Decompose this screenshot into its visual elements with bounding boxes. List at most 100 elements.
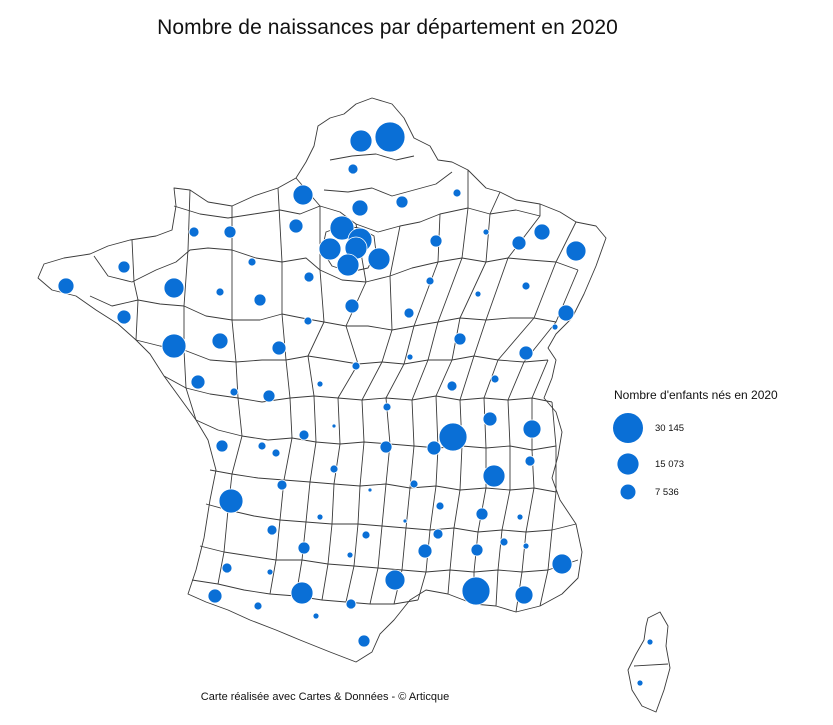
department-bubble [357, 634, 371, 648]
department-bubble [329, 464, 339, 474]
department-bubble [565, 240, 587, 262]
department-bubble [474, 290, 482, 298]
department-borders [37, 97, 671, 713]
department-bubble [221, 562, 233, 574]
department-bubble [417, 543, 433, 559]
department-bubble [215, 287, 225, 297]
department-bubble [482, 411, 498, 427]
department-bubble [524, 455, 536, 467]
department-bubble [347, 163, 359, 175]
department-bubble [636, 679, 644, 687]
department-bubble [351, 199, 369, 217]
department-bubble [367, 247, 391, 271]
department-bubble [303, 316, 313, 326]
department-bubble [438, 422, 468, 452]
department-bubble [461, 576, 491, 606]
department-bubble [303, 271, 315, 283]
department-bubble [409, 479, 419, 489]
department-bubble [518, 345, 534, 361]
department-bubble [511, 235, 527, 251]
legend-label-large: 30 145 [655, 423, 685, 434]
department-bubble [266, 568, 274, 576]
legend-title: Nombre d'enfants nés en 2020 [614, 388, 778, 402]
department-bubble [361, 530, 371, 540]
department-bubble [298, 429, 310, 441]
corsica-outline [627, 611, 671, 713]
department-bubble [429, 234, 443, 248]
department-bubble [425, 276, 435, 286]
department-bubble [211, 332, 229, 350]
france-outline [37, 97, 607, 663]
legend-bubble [613, 413, 643, 443]
department-bubble [453, 332, 467, 346]
department-bubble [522, 419, 542, 439]
department-bubble [482, 228, 490, 236]
department-bubble [271, 448, 281, 458]
birth-bubbles [57, 121, 654, 687]
department-bubble [190, 374, 206, 390]
department-bubble [374, 121, 406, 153]
department-bubble [490, 374, 500, 384]
department-bubble [223, 225, 237, 239]
department-bubble [351, 361, 361, 371]
department-bubble [336, 253, 360, 277]
department-bubble [116, 309, 132, 325]
department-bubble [470, 543, 484, 557]
department-bubble [57, 277, 75, 295]
department-bubble [646, 638, 654, 646]
department-bubble [435, 501, 445, 511]
department-bubble [292, 184, 314, 206]
department-bubble [316, 513, 324, 521]
department-bubble [344, 298, 360, 314]
department-bubble [379, 440, 393, 454]
legend-label-medium: 15 073 [655, 459, 685, 470]
department-bubble [207, 588, 223, 604]
department-bubble [426, 440, 442, 456]
department-bubble [117, 260, 131, 274]
department-bubble [266, 524, 278, 536]
department-bubble [331, 423, 337, 429]
department-bubble [395, 195, 409, 209]
department-bubble [215, 439, 229, 453]
department-bubble [346, 551, 354, 559]
department-bubble [432, 528, 444, 540]
department-bubble [402, 518, 408, 524]
department-bubble [452, 188, 462, 198]
department-bubble [446, 380, 458, 392]
department-bubble [163, 277, 185, 299]
department-bubble [406, 353, 414, 361]
department-bubble [349, 129, 373, 153]
department-bubble [551, 553, 573, 575]
department-bubble [345, 598, 357, 610]
department-bubble [262, 389, 276, 403]
department-bubble [312, 612, 320, 620]
department-bubble [557, 304, 575, 322]
department-bubble [516, 513, 524, 521]
department-bubble [290, 581, 314, 605]
legend-bubble [620, 484, 636, 500]
department-bubble [247, 257, 257, 267]
department-bubble [329, 215, 355, 241]
legend-bubbles [613, 413, 643, 500]
department-bubble [218, 488, 244, 514]
department-bubble [533, 223, 551, 241]
department-bubble [257, 441, 267, 451]
map-credit: Carte réalisée avec Cartes & Données - ©… [200, 691, 450, 703]
department-bubble [316, 380, 324, 388]
department-bubble [229, 387, 239, 397]
department-bubble [482, 464, 506, 488]
legend-label-small: 7 536 [655, 487, 679, 498]
department-bubble [367, 487, 373, 493]
legend-bubble [617, 453, 639, 475]
department-bubble [297, 541, 311, 555]
department-bubble [271, 340, 287, 356]
department-bubble [318, 237, 342, 261]
map-title: Nombre de naissances par département en … [157, 16, 618, 39]
department-bubble [403, 307, 415, 319]
department-bubble [521, 281, 531, 291]
department-bubble [522, 542, 530, 550]
department-bubble [499, 537, 509, 547]
department-bubble [276, 479, 288, 491]
